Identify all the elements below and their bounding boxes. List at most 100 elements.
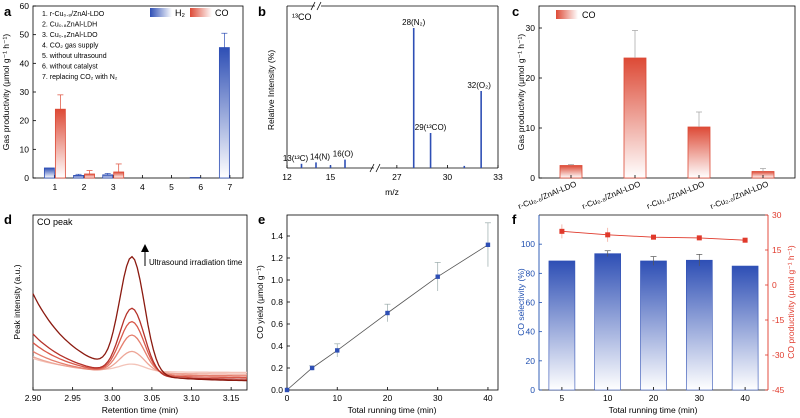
panel-a-ytick-label: 50 [20,30,30,40]
panel-b-axis-break [369,163,375,173]
panel-a-bar-h2 [189,177,201,179]
panel-e-frame [286,214,499,391]
panel-f-right-ytick-label: -30 [772,350,785,360]
panel-c-frame [538,5,796,179]
panel-f-bar [640,260,667,391]
panel-a-bar-co [113,171,125,179]
panel-e-xtick-label: 40 [483,393,493,403]
panel-e-xtick-label: 20 [383,393,393,403]
panel-d-curve [32,307,248,380]
panel-c-bar [623,57,647,179]
panel-b-peak-label: 13(¹³C) [283,154,309,163]
panel-a-legend-note: 3. Cu₀.₈ZnAl-LDO [42,32,98,39]
panel-b-xtick-label: 12 [282,172,292,182]
panel-f-left-ytick-label: 20 [526,356,536,366]
panel-b-peak-label: 14(N) [310,152,330,161]
panel-d-xtick-label: 2.90 [25,393,42,403]
panel-f-left-ytick-label: 0 [530,385,535,395]
panel-f-bar [594,253,622,391]
panel-letter-c: c [512,4,519,19]
panel-a-xtick-label: 7 [228,182,233,192]
panel-f-ylabel-right: CO productivity (μmol g⁻¹ h⁻¹) [786,245,796,359]
panel-e-ylabel: CO yield (μmol g⁻¹) [255,265,265,339]
panel-d-ylabel: Peak intensity (a.u.) [12,264,22,339]
panel-f-left-ytick-label: 100 [521,239,535,249]
panel-a-legend-note: 5. without ultrasound [42,53,107,60]
panel-d-arrowhead-icon [141,244,149,252]
panel-e-xlabel: Total running time (min) [348,405,437,415]
panel-a-bar-h2 [218,47,230,179]
panel-f: 0 20 40 60 80 100 -45 -30 -15 0 15 30 CO selectivity… [516,210,796,415]
panel-e-xtick-label: 10 [333,393,343,403]
panel-a-legend-note: 2. Cu₀.₈ZnAl-LDH [42,22,97,29]
panel-d-frame [32,214,248,391]
panel-b-axis-break [310,1,316,11]
panel-d-xtick-label: 3.05 [144,393,161,403]
panel-f-xtick-label: 20 [649,393,659,403]
panel-b-axis-break [316,1,322,11]
panel-e-ytick-label: 0.8 [271,297,283,307]
panel-a-xtick-label: 4 [140,182,145,192]
panel-b-xtick-label: 15 [326,172,336,182]
panel-f-bar [685,259,713,391]
panel-b-xlabel: m/z [385,187,399,197]
panel-d-xtick-label: 3.10 [183,393,200,403]
panel-a-xtick-label: 5 [169,182,174,192]
panel-b-peak-label: 16(O) [333,150,354,159]
panel-a-bar-h2 [102,174,114,179]
panel-a-legend-swatch-h2 [150,8,172,17]
panel-f-xtick-label: 40 [740,393,750,403]
panel-c-ytick-label: 20 [526,73,536,83]
panel-e-point [309,365,315,371]
panel-f-right-ytick-label: 15 [772,245,782,255]
panel-c-ytick-label: 0 [530,173,535,183]
panel-b-xtick-label: 33 [493,172,503,182]
panel-b-axis-break [375,163,381,173]
panel-a-ytick-label: 30 [20,87,30,97]
panel-b-xtick-label: 27 [392,172,402,182]
panel-letter-e: e [258,212,265,227]
panel-f-ylabel-left: CO selectivity (%) [516,268,526,336]
panel-a-legend-swatch-co [190,8,212,17]
panel-d: 2.90 2.95 3.00 3.05 3.10 3.15 Retention time (… [12,214,248,415]
panel-e-point [284,387,290,393]
panel-a-xtick-label: 2 [82,182,87,192]
panel-d-title: CO peak [37,217,73,227]
panel-a-bar-co [54,108,66,179]
panel-e-xtick-label: 30 [433,393,443,403]
panel-d-xtick-label: 3.15 [223,393,240,403]
panel-e-ytick-label: 1.4 [271,231,283,241]
panel-c-xtick-label: r-Cu₁.₄/ZnAl-LDO [645,180,705,211]
panel-a-legend-label-h2: H₂ [175,8,185,18]
panel-a-xtick-label: 3 [111,182,116,192]
panel-f-xtick-label: 5 [560,393,565,403]
panel-b-xtick-label: 30 [443,172,453,182]
panel-b-peak-label: 29(¹³CO) [415,123,447,132]
panel-c-xtick-label: r-Cu₀.₆/ZnAl-LDO [517,180,578,212]
panel-c-ytick-label: 10 [526,123,536,133]
panel-a-legend-note: 4. CO₂ gas supply [42,43,99,50]
panel-d-xtick-label: 2.95 [64,393,81,403]
panel-a-ytick-label: 20 [20,116,30,126]
panel-c-legend-label: CO [582,10,596,20]
panel-d-xtick-label: 3.00 [104,393,121,403]
panel-f-right-ytick-label: -15 [772,315,785,325]
panel-letter-f: f [512,212,517,227]
panel-d-curve [32,255,247,382]
panel-a: 0 10 20 30 40 50 60 Gas productivity (μmol g⁻¹ … [1,1,244,192]
panel-b-peak-label: 32(O₂) [467,81,491,90]
panel-b-peak-label: 28(N₂) [402,18,425,27]
panel-a-xtick-label: 1 [53,182,58,192]
panel-f-productivity-point [742,237,748,243]
panel-f-xtick-label: 10 [603,393,613,403]
panel-a-bar-co [84,173,95,179]
panel-f-xlabel: Total running time (min) [609,405,698,415]
panel-d-curve [32,334,247,377]
panel-b-ylabel: Relative Intensity (%) [266,50,276,130]
panel-f-productivity-point [696,235,702,241]
panel-a-ytick-label: 60 [20,1,30,11]
panel-a-bar-h2 [73,175,84,179]
panel-c-legend-swatch [556,10,578,19]
panel-d-curve [32,320,247,379]
